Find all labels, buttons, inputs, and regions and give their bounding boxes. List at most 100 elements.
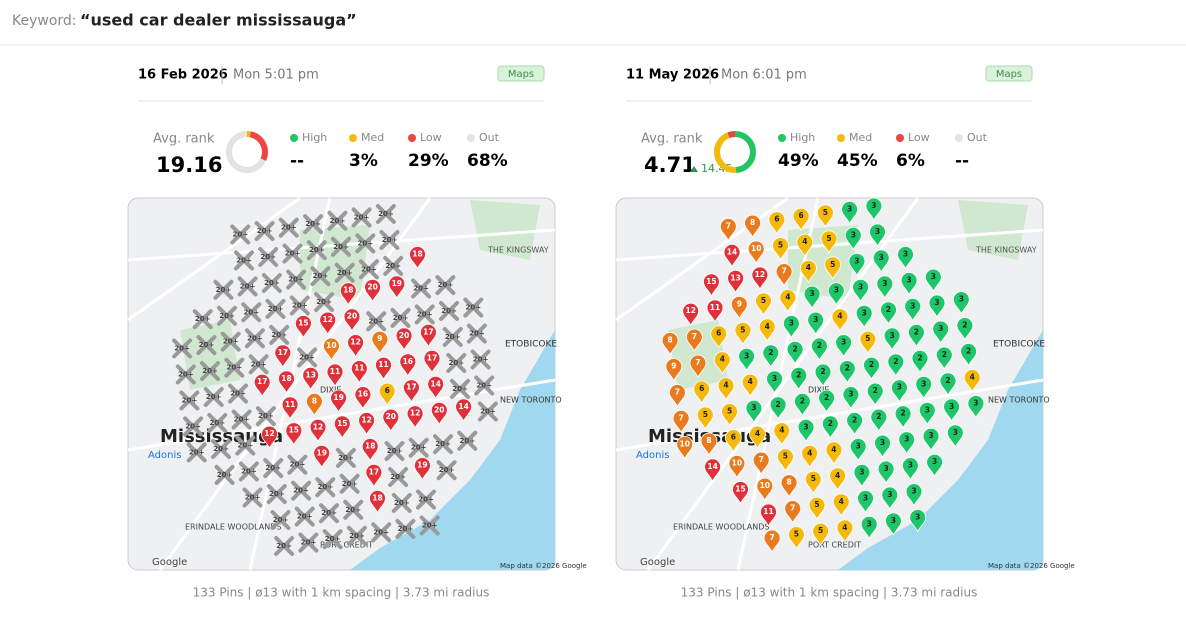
pin: 3 bbox=[865, 197, 883, 221]
pin-out bbox=[175, 364, 196, 385]
legend-name: Out bbox=[967, 131, 988, 144]
pin: 20+ bbox=[192, 309, 213, 330]
pin-label: 3 bbox=[938, 324, 943, 333]
pin: 18 bbox=[278, 370, 295, 394]
pin-label: 20+ bbox=[422, 522, 438, 530]
pin: 5 bbox=[816, 204, 834, 228]
pin-shape bbox=[821, 415, 839, 439]
pin-shape bbox=[824, 256, 842, 280]
pin-label: 20+ bbox=[288, 276, 304, 284]
pin: 20+ bbox=[339, 473, 360, 494]
pin-shape bbox=[685, 328, 703, 352]
pin: 3 bbox=[841, 201, 859, 225]
pin: 15 bbox=[702, 273, 720, 297]
pin: 20+ bbox=[294, 506, 315, 527]
pin: 20+ bbox=[383, 255, 404, 276]
pin-shape bbox=[887, 353, 905, 377]
pin-shape bbox=[915, 375, 933, 400]
pin-shape bbox=[358, 412, 376, 436]
pin-label: 3 bbox=[863, 493, 868, 502]
pin-out bbox=[231, 409, 252, 430]
pin: 3 bbox=[883, 327, 901, 351]
pin-label: 20+ bbox=[206, 393, 222, 401]
pin: 3 bbox=[766, 370, 783, 394]
pin: 3 bbox=[842, 386, 860, 410]
pin: 4 bbox=[796, 233, 814, 258]
pin-label: 20+ bbox=[382, 236, 398, 244]
pin-label: 20+ bbox=[273, 516, 289, 524]
pin-label: 20+ bbox=[258, 412, 274, 420]
pin: 12 bbox=[347, 334, 365, 358]
pin-shape bbox=[294, 315, 312, 339]
map-label: ETOBICOKE bbox=[505, 340, 557, 350]
pin-label: 3 bbox=[921, 379, 926, 388]
pin-label: 15 bbox=[706, 277, 716, 286]
avg-label: Avg. rank bbox=[153, 132, 215, 147]
pin-label: 20+ bbox=[301, 539, 317, 547]
pin-label: 20+ bbox=[316, 298, 332, 306]
pin-label: 20 bbox=[386, 412, 396, 421]
pin-label: 11 bbox=[378, 360, 388, 369]
caption: 133 Pins | ø13 with 1 km spacing | 3.73 … bbox=[681, 586, 978, 600]
pin-label: 2 bbox=[796, 370, 801, 379]
pin: 20 bbox=[430, 401, 448, 426]
pin-out bbox=[351, 207, 372, 228]
pin-out bbox=[220, 331, 241, 352]
pin: 4 bbox=[799, 259, 817, 284]
pin-out bbox=[274, 536, 295, 556]
pin-label: 2 bbox=[820, 367, 825, 376]
pin-out bbox=[214, 464, 235, 485]
pin: 20 bbox=[343, 308, 361, 332]
pin-out bbox=[282, 243, 303, 264]
pin: 20+ bbox=[263, 458, 284, 479]
pin-label: 7 bbox=[759, 455, 764, 464]
pin-label: 20+ bbox=[223, 338, 239, 346]
pin-out bbox=[183, 416, 204, 437]
pin-label: 20+ bbox=[357, 239, 373, 247]
pin-shape bbox=[852, 278, 870, 303]
pin-label: 20+ bbox=[293, 487, 309, 495]
pin-shape bbox=[855, 304, 873, 329]
pin: 2 bbox=[863, 356, 880, 381]
pin: 3 bbox=[853, 464, 871, 488]
pin-label: 3 bbox=[880, 438, 885, 447]
pin: 15 bbox=[294, 315, 312, 339]
pin-label: 20+ bbox=[325, 535, 341, 543]
pin: 2 bbox=[894, 405, 912, 429]
pin: 2 bbox=[956, 317, 974, 341]
pin-out bbox=[270, 510, 291, 530]
pin-label: 3 bbox=[883, 464, 888, 473]
pin-label: 20+ bbox=[452, 385, 468, 393]
pin-shape bbox=[326, 363, 344, 387]
pin-label: 20+ bbox=[330, 217, 346, 225]
pin-label: 15 bbox=[735, 485, 745, 494]
pin: 6 bbox=[724, 429, 742, 453]
pin: 20+ bbox=[327, 210, 348, 231]
pin-label: 20+ bbox=[480, 408, 496, 416]
pin: 2 bbox=[793, 393, 811, 417]
pin-out bbox=[230, 224, 251, 245]
pin-shape bbox=[820, 230, 838, 254]
pin-shape bbox=[849, 438, 867, 462]
pin-label: 5 bbox=[865, 334, 870, 343]
pin-label: 9 bbox=[737, 299, 742, 308]
pin-out bbox=[196, 335, 217, 356]
pin-out bbox=[335, 447, 356, 468]
pin: 7 bbox=[668, 384, 686, 408]
pin: 5 bbox=[776, 448, 794, 472]
pin-label: 20+ bbox=[309, 246, 325, 254]
pin-label: 7 bbox=[695, 358, 700, 367]
pin: 20+ bbox=[375, 204, 396, 224]
pin: 11 bbox=[706, 299, 724, 323]
pin-label: 2 bbox=[828, 419, 833, 428]
pin: 5 bbox=[859, 330, 877, 355]
pin-shape bbox=[838, 360, 856, 384]
pin-label: 11 bbox=[710, 303, 720, 312]
pin-shape bbox=[734, 321, 752, 346]
pin-label: 12 bbox=[264, 429, 274, 438]
pin-shape bbox=[773, 422, 791, 446]
legend-dot bbox=[837, 134, 845, 142]
pin-label: 20+ bbox=[435, 440, 451, 448]
pin-out bbox=[314, 292, 335, 313]
pin-shape bbox=[816, 204, 834, 228]
